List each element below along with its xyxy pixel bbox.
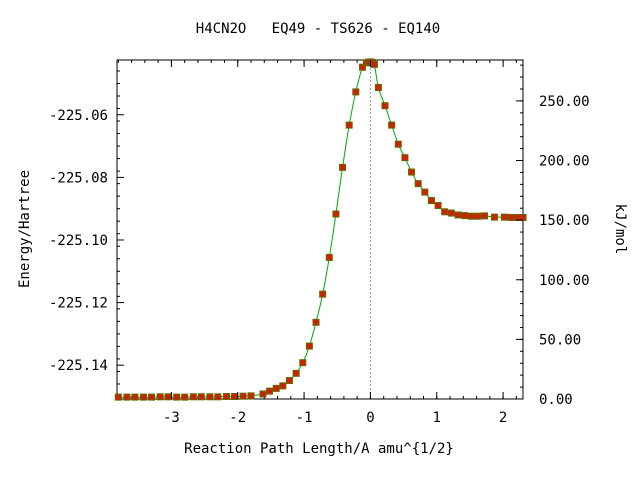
data-point bbox=[519, 213, 527, 221]
data-point bbox=[454, 211, 462, 219]
data-point bbox=[239, 392, 247, 400]
x-tick-label: -1 bbox=[296, 410, 313, 426]
data-point bbox=[352, 88, 360, 96]
data-point bbox=[312, 318, 320, 326]
data-point bbox=[279, 382, 287, 390]
data-point bbox=[266, 387, 274, 395]
minor-ticks bbox=[117, 60, 523, 400]
data-point bbox=[388, 121, 396, 129]
data-point bbox=[292, 369, 300, 377]
plot-frame bbox=[116, 59, 524, 400]
data-point bbox=[507, 213, 515, 221]
plot-area bbox=[114, 58, 527, 401]
data-point bbox=[197, 393, 205, 401]
data-point bbox=[259, 390, 267, 398]
y2-tick-label: 200.00 bbox=[539, 154, 590, 170]
x-tick-label: 2 bbox=[499, 410, 507, 426]
data-point bbox=[481, 212, 489, 220]
data-point bbox=[374, 84, 382, 92]
y2-tick-label: 150.00 bbox=[539, 213, 590, 229]
data-point bbox=[461, 212, 469, 220]
data-point bbox=[408, 168, 416, 176]
data-point bbox=[370, 60, 378, 68]
data-point bbox=[358, 63, 366, 71]
data-point bbox=[394, 140, 402, 148]
y2-tick-label: 250.00 bbox=[539, 94, 590, 110]
data-point bbox=[164, 393, 172, 401]
data-point bbox=[305, 342, 313, 350]
y-tick-label: -225.14 bbox=[49, 358, 108, 374]
data-point bbox=[474, 212, 482, 220]
data-point bbox=[325, 254, 333, 262]
data-point bbox=[401, 154, 409, 162]
data-point bbox=[414, 180, 422, 188]
x-tick-label: -3 bbox=[163, 410, 180, 426]
x-tick-label: 0 bbox=[366, 410, 374, 426]
y-axis-left: -225.06 -225.08 -225.10 -225.12 -225.14 bbox=[49, 108, 124, 374]
x-tick-label: 1 bbox=[433, 410, 441, 426]
data-point bbox=[427, 197, 435, 205]
y-tick-label: -225.06 bbox=[49, 108, 108, 124]
data-point bbox=[381, 102, 389, 110]
data-point bbox=[173, 393, 181, 401]
data-point bbox=[123, 393, 131, 401]
data-point bbox=[467, 212, 475, 220]
data-point bbox=[230, 393, 238, 400]
data-point bbox=[140, 393, 148, 401]
y-tick-label: -225.08 bbox=[49, 170, 108, 186]
chart-title: H4CN2O EQ49 - TS626 - EQ140 bbox=[196, 21, 440, 37]
y2-axis-label: kJ/mol bbox=[612, 204, 628, 255]
data-point bbox=[156, 393, 164, 401]
x-axis-label: Reaction Path Length/A amu^{1/2} bbox=[184, 441, 454, 457]
data-point bbox=[490, 213, 498, 221]
data-point bbox=[247, 392, 255, 400]
data-point bbox=[332, 210, 340, 218]
y-tick-label: -225.12 bbox=[49, 296, 108, 312]
y2-tick-label: 0.00 bbox=[539, 392, 573, 408]
y2-tick-label: 100.00 bbox=[539, 273, 590, 289]
data-point bbox=[148, 393, 155, 401]
data-point bbox=[441, 208, 449, 216]
data-point bbox=[319, 290, 327, 298]
data-point bbox=[206, 393, 214, 401]
data-point bbox=[500, 213, 508, 221]
data-point bbox=[285, 377, 293, 385]
data-point bbox=[181, 393, 189, 401]
data-point bbox=[447, 209, 455, 217]
data-point bbox=[434, 202, 442, 210]
data-point bbox=[114, 393, 122, 401]
data-point bbox=[421, 188, 429, 196]
data-point bbox=[339, 163, 347, 171]
y-axis-right: 0.00 50.00 100.00 150.00 200.00 250.00 bbox=[516, 94, 590, 408]
y2-tick-label: 50.00 bbox=[539, 332, 581, 348]
x-tick-label: -2 bbox=[229, 410, 246, 426]
data-point bbox=[131, 393, 139, 401]
data-point bbox=[299, 359, 307, 367]
x-axis: -3 -2 -1 0 1 2 bbox=[163, 60, 507, 426]
data-point bbox=[345, 121, 353, 129]
data-point bbox=[214, 393, 222, 401]
y-tick-label: -225.10 bbox=[49, 233, 108, 249]
series-line bbox=[118, 61, 523, 398]
y-axis-label: Energy/Hartree bbox=[17, 170, 33, 288]
data-point bbox=[189, 393, 197, 401]
data-point bbox=[222, 393, 230, 400]
data-point bbox=[272, 384, 280, 392]
